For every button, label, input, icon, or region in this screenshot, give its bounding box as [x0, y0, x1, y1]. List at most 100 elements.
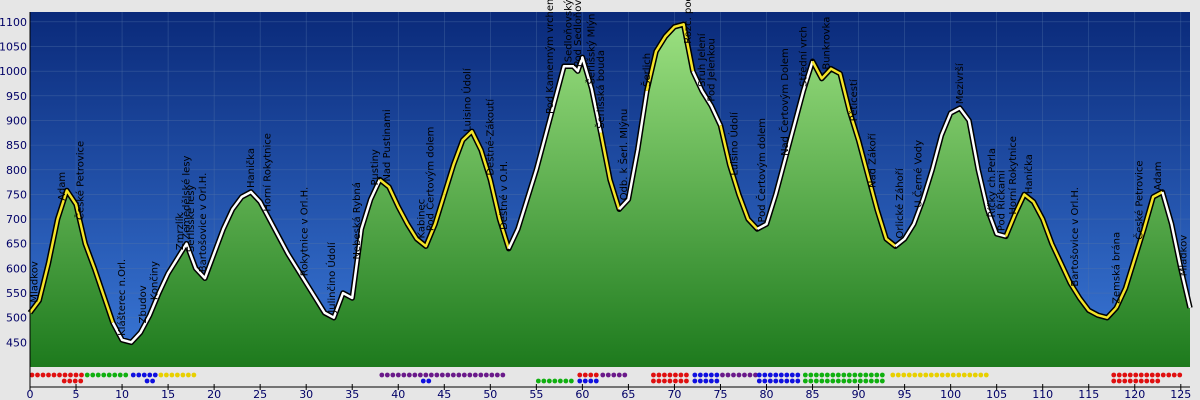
- waypoint-label: Nad Pustinami: [382, 109, 393, 181]
- waypoint-label: Nad Zákoří: [866, 132, 878, 188]
- trail-marker-dot: [813, 372, 819, 378]
- trail-marker-dot: [972, 372, 978, 378]
- trail-marker-dot: [736, 372, 742, 378]
- trail-marker-dot: [384, 372, 390, 378]
- x-tick-label: 15: [161, 388, 175, 400]
- trail-marker-dot: [651, 372, 656, 378]
- trail-marker-dot: [1122, 372, 1128, 378]
- trail-marker-dot: [978, 372, 984, 378]
- elevation-segment: [443, 130, 510, 250]
- elevation-segment: [756, 60, 814, 231]
- x-tick-label: 40: [391, 388, 405, 400]
- trail-marker-dot: [830, 372, 836, 378]
- x-tick-label: 35: [345, 388, 359, 400]
- trail-marker-dot: [67, 378, 73, 384]
- trail-marker-dot: [813, 378, 819, 384]
- trail-marker-dot: [73, 372, 79, 378]
- y-tick-label: 850: [6, 139, 27, 152]
- y-tick-label: 1050: [0, 41, 27, 54]
- trail-marker-dot: [147, 372, 153, 378]
- trail-marker-dot: [130, 372, 136, 378]
- trail-marker-dot: [983, 372, 989, 378]
- trail-marker-dot: [1133, 378, 1139, 384]
- trail-marker-dot: [483, 372, 489, 378]
- y-tick-label: 950: [6, 90, 27, 103]
- trail-marker-dot: [582, 378, 588, 384]
- elevation-segment: [618, 90, 649, 211]
- waypoint-label: Deštné v O.H.: [498, 161, 510, 230]
- elevation-segment: [111, 179, 381, 344]
- trail-marker-dot: [890, 372, 896, 378]
- elevation-fill: [30, 24, 1190, 368]
- trail-marker-dot: [1160, 372, 1166, 378]
- trail-marker-dot: [1116, 372, 1122, 378]
- waypoint-label: Hanička: [245, 148, 257, 188]
- x-tick-label: 115: [1078, 388, 1099, 400]
- trail-marker-dot: [1155, 378, 1161, 384]
- x-tick-label: 70: [667, 388, 681, 400]
- trail-marker-dot: [136, 372, 142, 378]
- trail-marker-dot: [379, 372, 385, 378]
- trail-marker-dot: [753, 372, 758, 378]
- trail-marker-dot: [489, 372, 495, 378]
- trail-marker-dot: [582, 372, 588, 378]
- trail-marker-dot: [762, 378, 768, 384]
- elevation-segment: [894, 106, 1007, 248]
- trail-marker-dot: [808, 372, 814, 378]
- waypoint-label: Pod Říčkami: [994, 170, 1007, 231]
- waypoint-label: Rozc. pod Velkou Deštnou: [682, 0, 694, 44]
- elevation-segment: [811, 60, 897, 248]
- trail-marker-dot: [174, 372, 180, 378]
- trail-marker-dot: [784, 378, 790, 384]
- trail-marker-dot: [57, 372, 62, 378]
- trail-marker-dot: [852, 372, 858, 378]
- waypoint-label: Zmrzlík: [174, 213, 186, 251]
- waypoint-label: Hanička: [1023, 154, 1035, 194]
- trail-marker-dot: [577, 378, 583, 384]
- waypoint-label: Zemědělské lesy: [181, 155, 193, 239]
- trail-marker-dot: [912, 372, 918, 378]
- waypoint-label: Sedloňovský černý kříž: [563, 0, 575, 62]
- trail-marker-dot: [95, 372, 101, 378]
- elevation-segment: [1115, 190, 1163, 309]
- x-tick-label: 65: [621, 388, 635, 400]
- elevation-segment: [28, 189, 115, 324]
- elevation-segment: [645, 23, 695, 92]
- trail-marker-dot: [401, 372, 407, 378]
- trail-marker-dot: [824, 378, 830, 384]
- trail-marker-dot: [863, 372, 869, 378]
- trail-marker-dot: [789, 372, 795, 378]
- trail-marker-dot: [426, 378, 432, 384]
- trail-marker-dot: [725, 372, 731, 378]
- x-tick-label: 100: [940, 388, 961, 400]
- trail-marker-dot: [434, 372, 440, 378]
- trail-marker-dot: [767, 372, 773, 378]
- elevation-segment: [1161, 191, 1192, 309]
- elevation-segment: [691, 70, 722, 126]
- trail-marker-dot: [456, 372, 462, 378]
- trail-marker-dot: [697, 372, 703, 378]
- trail-marker-dot: [169, 372, 175, 378]
- trail-marker-dot: [588, 378, 594, 384]
- waypoint-label: České Petrovice: [1132, 161, 1145, 240]
- waypoint-label: Luisino Údolí: [460, 67, 473, 132]
- waypoint-label: Šerlich: [640, 53, 653, 87]
- trail-marker-dot: [1166, 372, 1172, 378]
- trail-marker-dot: [684, 372, 689, 378]
- trail-marker-dot: [61, 378, 67, 384]
- trail-marker-dot: [830, 378, 836, 384]
- trail-marker-dot: [795, 372, 801, 378]
- trail-marker-dot: [600, 372, 606, 378]
- trail-marker-dot: [795, 378, 801, 384]
- trail-marker-dot: [762, 372, 768, 378]
- trail-marker-dot: [835, 378, 841, 384]
- trail-marker-dot: [112, 372, 118, 378]
- trail-marker-dot: [906, 372, 912, 378]
- trail-marker-dot: [163, 372, 169, 378]
- trail-marker-dot: [917, 372, 923, 378]
- trail-marker-dot: [773, 378, 779, 384]
- trail-marker-dot: [1133, 372, 1139, 378]
- trail-marker-dot: [802, 378, 808, 384]
- trail-marker-dot: [802, 372, 808, 378]
- trail-marker-dot: [819, 378, 825, 384]
